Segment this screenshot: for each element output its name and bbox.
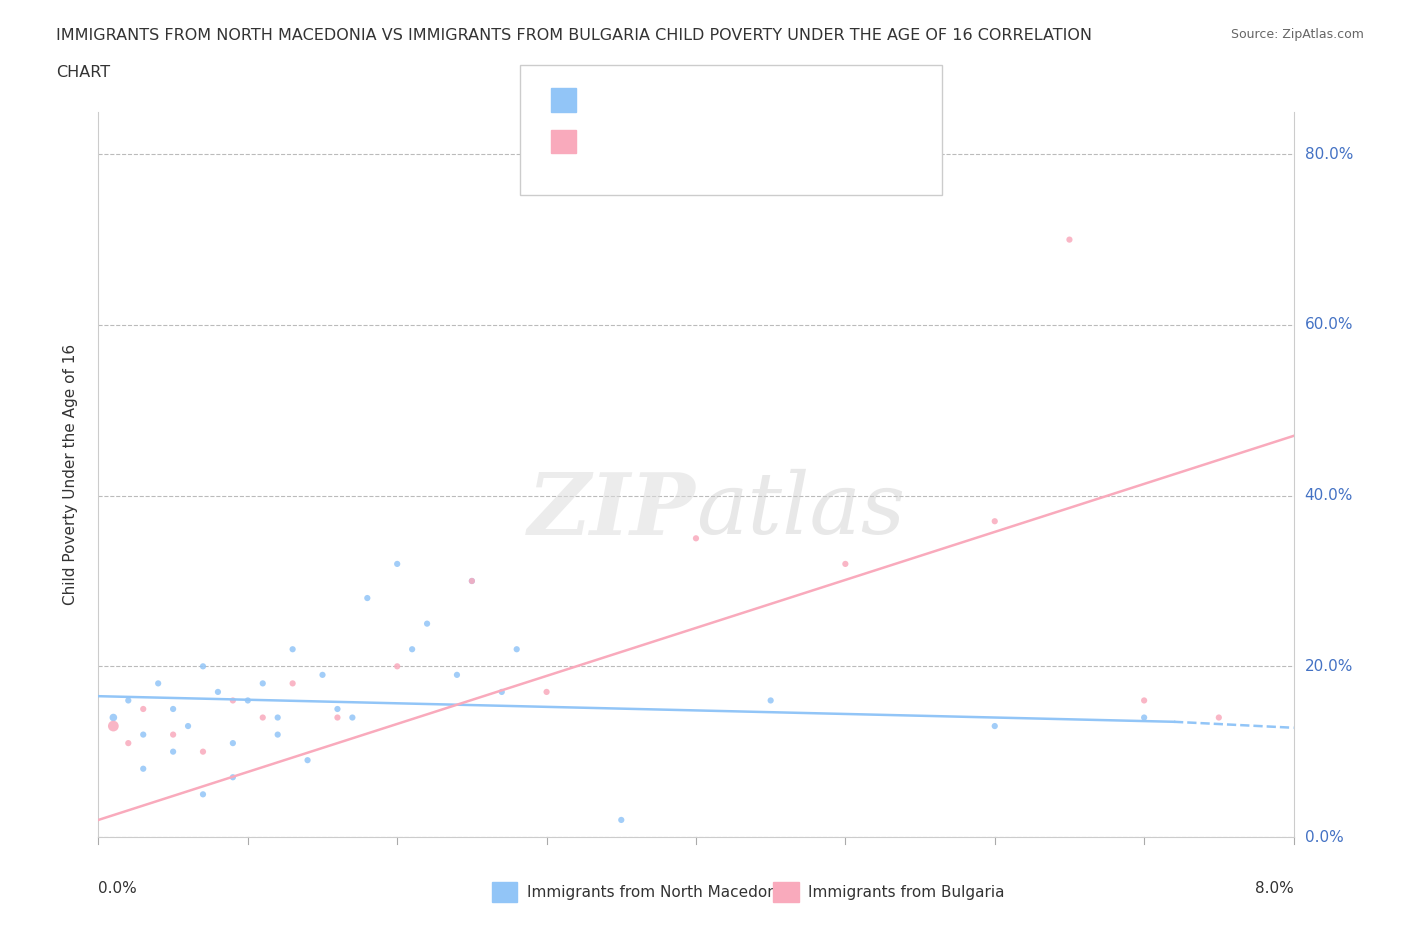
Point bbox=[491, 684, 513, 699]
Text: 20.0%: 20.0% bbox=[1305, 658, 1353, 674]
Point bbox=[162, 701, 184, 716]
Point bbox=[506, 642, 529, 657]
Point bbox=[685, 531, 707, 546]
Point bbox=[326, 711, 349, 725]
Point bbox=[834, 556, 856, 571]
Text: -0.082: -0.082 bbox=[612, 91, 671, 110]
Point bbox=[342, 711, 364, 725]
Point bbox=[984, 719, 1007, 734]
Point bbox=[446, 668, 468, 683]
Point bbox=[281, 676, 304, 691]
Point bbox=[222, 770, 245, 785]
Text: R =: R = bbox=[583, 133, 620, 152]
Text: N = 18: N = 18 bbox=[689, 133, 747, 152]
Text: Source: ZipAtlas.com: Source: ZipAtlas.com bbox=[1230, 28, 1364, 41]
Point bbox=[461, 574, 484, 589]
Text: Immigrants from Bulgaria: Immigrants from Bulgaria bbox=[808, 885, 1005, 900]
Text: IMMIGRANTS FROM NORTH MACEDONIA VS IMMIGRANTS FROM BULGARIA CHILD POVERTY UNDER : IMMIGRANTS FROM NORTH MACEDONIA VS IMMIG… bbox=[56, 28, 1092, 43]
Text: R =: R = bbox=[583, 91, 620, 110]
Point bbox=[132, 701, 155, 716]
Point bbox=[222, 693, 245, 708]
Text: N = 34: N = 34 bbox=[689, 91, 747, 110]
Point bbox=[536, 684, 558, 699]
Point bbox=[267, 727, 290, 742]
Text: 0.740: 0.740 bbox=[612, 133, 671, 152]
Point bbox=[132, 762, 155, 777]
Point bbox=[252, 676, 274, 691]
Point bbox=[252, 711, 274, 725]
Point bbox=[132, 727, 155, 742]
Point bbox=[162, 727, 184, 742]
Text: 80.0%: 80.0% bbox=[1305, 147, 1353, 162]
Point bbox=[207, 684, 229, 699]
Point bbox=[416, 617, 439, 631]
Point bbox=[759, 693, 782, 708]
Point bbox=[267, 711, 290, 725]
Point bbox=[103, 719, 125, 734]
Point bbox=[326, 701, 349, 716]
Point bbox=[385, 658, 409, 673]
Point bbox=[1208, 711, 1230, 725]
Point bbox=[297, 752, 319, 767]
Point bbox=[984, 513, 1007, 528]
Point bbox=[236, 693, 259, 708]
Point bbox=[117, 693, 139, 708]
Point bbox=[222, 736, 245, 751]
Point bbox=[1133, 693, 1156, 708]
Point bbox=[177, 719, 200, 734]
Point bbox=[162, 744, 184, 759]
Point bbox=[117, 736, 139, 751]
Point bbox=[191, 658, 214, 673]
Point bbox=[311, 668, 333, 683]
Text: 0.0%: 0.0% bbox=[98, 881, 138, 896]
Text: 60.0%: 60.0% bbox=[1305, 317, 1353, 332]
Point bbox=[1133, 711, 1156, 725]
Text: ZIP: ZIP bbox=[529, 469, 696, 552]
Point bbox=[385, 556, 409, 571]
Point bbox=[1059, 232, 1081, 247]
Text: CHART: CHART bbox=[56, 65, 110, 80]
Point bbox=[401, 642, 423, 657]
Point bbox=[103, 711, 125, 725]
Y-axis label: Child Poverty Under the Age of 16: Child Poverty Under the Age of 16 bbox=[63, 344, 77, 604]
Point bbox=[610, 813, 633, 828]
Text: 0.0%: 0.0% bbox=[1305, 830, 1343, 844]
Text: atlas: atlas bbox=[696, 470, 905, 551]
Point bbox=[356, 591, 378, 605]
Text: Immigrants from North Macedonia: Immigrants from North Macedonia bbox=[527, 885, 790, 900]
Point bbox=[191, 744, 214, 759]
Text: 40.0%: 40.0% bbox=[1305, 488, 1353, 503]
Point bbox=[461, 574, 484, 589]
Text: 8.0%: 8.0% bbox=[1254, 881, 1294, 896]
Point bbox=[281, 642, 304, 657]
Point bbox=[148, 676, 170, 691]
Point bbox=[191, 787, 214, 802]
